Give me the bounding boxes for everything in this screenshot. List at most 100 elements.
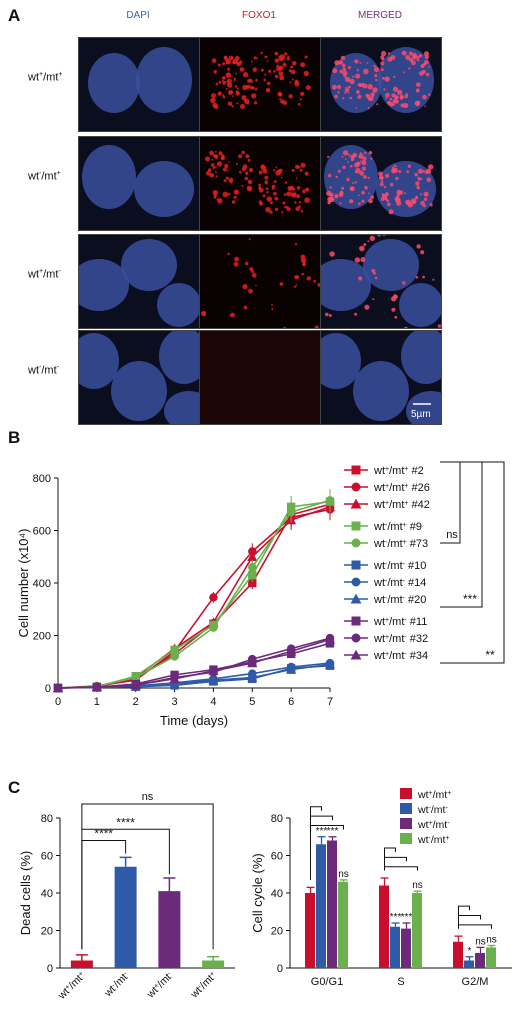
- x-tick-label: 0: [55, 696, 61, 708]
- micrograph-svg: [200, 137, 320, 230]
- legend-entry: wt+/mt- #34: [373, 650, 428, 662]
- foxo1-puncta: [424, 54, 429, 60]
- foxo1-puncta: [317, 283, 320, 287]
- foxo1-puncta: [306, 276, 311, 281]
- foxo1-puncta: [415, 276, 419, 279]
- foxo1-puncta: [232, 95, 234, 97]
- foxo1-puncta: [273, 180, 277, 183]
- genotype-part: +: [385, 651, 389, 658]
- row-label-genotype: wt-/mt+: [28, 170, 61, 183]
- foxo1-puncta: [364, 185, 368, 190]
- foxo1-puncta: [303, 70, 309, 77]
- bar: [316, 844, 326, 968]
- legend-entry: wt-/mt- #14: [373, 577, 426, 589]
- foxo1-puncta: [297, 165, 301, 169]
- foxo1-puncta: [407, 164, 411, 168]
- y-tick-label: 60: [271, 851, 283, 863]
- foxo1-puncta: [374, 74, 378, 78]
- foxo1-puncta: [432, 278, 435, 281]
- micrograph-svg: [321, 38, 441, 131]
- data-point: [169, 673, 180, 684]
- legend-marker: [351, 538, 361, 548]
- foxo1-puncta: [220, 156, 225, 161]
- row-label-genotype: wt+/mt+: [28, 71, 63, 84]
- foxo1-puncta: [414, 172, 418, 177]
- foxo1-puncta: [407, 202, 413, 208]
- foxo1-puncta: [416, 82, 421, 87]
- genotype-part: wt: [417, 804, 429, 816]
- foxo1-puncta: [364, 151, 367, 155]
- foxo1-puncta: [361, 82, 365, 86]
- foxo1-puncta: [362, 156, 367, 161]
- micrograph-dapi: [78, 234, 200, 329]
- foxo1-puncta: [395, 176, 399, 181]
- foxo1-puncta: [437, 324, 441, 328]
- foxo1-puncta: [296, 186, 301, 190]
- foxo1-puncta: [274, 51, 279, 56]
- foxo1-puncta: [266, 60, 269, 62]
- micrograph-background: [200, 235, 320, 328]
- foxo1-puncta: [249, 267, 254, 272]
- foxo1-puncta: [299, 98, 302, 101]
- y-axis-label: Cell cycle (%): [250, 853, 265, 932]
- foxo1-puncta: [230, 181, 233, 184]
- foxo1-puncta: [382, 235, 386, 236]
- foxo1-puncta: [258, 187, 264, 193]
- sig-label: ***: [463, 592, 477, 606]
- foxo1-puncta: [398, 170, 402, 174]
- sig-label: ns: [338, 869, 349, 880]
- foxo1-puncta: [342, 97, 345, 100]
- genotype-part: +: [429, 790, 433, 797]
- foxo1-puncta: [371, 94, 375, 97]
- micrograph-svg: [79, 331, 199, 424]
- foxo1-puncta: [241, 150, 245, 155]
- foxo1-puncta: [367, 176, 370, 179]
- foxo1-puncta: [240, 104, 245, 109]
- foxo1-puncta: [366, 62, 369, 64]
- foxo1-puncta: [266, 81, 271, 86]
- foxo1-puncta: [215, 171, 217, 174]
- legend-marker: [351, 465, 361, 475]
- foxo1-puncta: [394, 196, 400, 202]
- foxo1-puncta: [245, 171, 249, 175]
- foxo1-puncta: [217, 91, 222, 96]
- foxo1-puncta: [233, 195, 237, 199]
- foxo1-puncta: [299, 168, 302, 171]
- bar: [390, 926, 400, 968]
- micrograph-svg: 5µm: [321, 331, 441, 424]
- y-tick-label: 200: [33, 631, 51, 643]
- bar: [202, 960, 225, 968]
- foxo1-puncta: [354, 171, 357, 174]
- data-point: [91, 682, 102, 692]
- foxo1-puncta: [381, 50, 387, 57]
- foxo1-puncta: [342, 150, 349, 156]
- foxo1-puncta: [302, 263, 306, 266]
- foxo1-puncta: [225, 88, 228, 90]
- y-axis-label: Cell number (x10⁴): [16, 529, 31, 638]
- foxo1-puncta: [359, 170, 365, 176]
- legend-swatch: [400, 818, 412, 829]
- genotype-part: /mt: [431, 834, 446, 846]
- genotype-part: /mt: [387, 560, 402, 572]
- data-point: [52, 682, 64, 693]
- foxo1-puncta: [283, 326, 287, 328]
- foxo1-puncta: [401, 50, 407, 56]
- foxo1-puncta: [424, 170, 429, 174]
- micrograph-merged: 5µm: [320, 330, 442, 425]
- foxo1-puncta: [342, 70, 348, 76]
- legend-marker: [351, 616, 361, 626]
- foxo1-puncta: [370, 195, 375, 199]
- foxo1-puncta: [342, 67, 346, 71]
- foxo1-puncta: [210, 163, 215, 167]
- foxo1-puncta: [262, 194, 266, 198]
- foxo1-puncta: [228, 90, 233, 95]
- foxo1-puncta: [367, 240, 370, 243]
- foxo1-puncta: [372, 87, 378, 93]
- foxo1-puncta: [214, 105, 219, 109]
- foxo1-puncta: [247, 179, 253, 185]
- foxo1-puncta: [389, 97, 393, 101]
- x-tick-label: wt+/mt+: [55, 970, 88, 1003]
- foxo1-puncta: [344, 88, 350, 93]
- foxo1-puncta: [246, 101, 250, 105]
- foxo1-puncta: [375, 78, 378, 82]
